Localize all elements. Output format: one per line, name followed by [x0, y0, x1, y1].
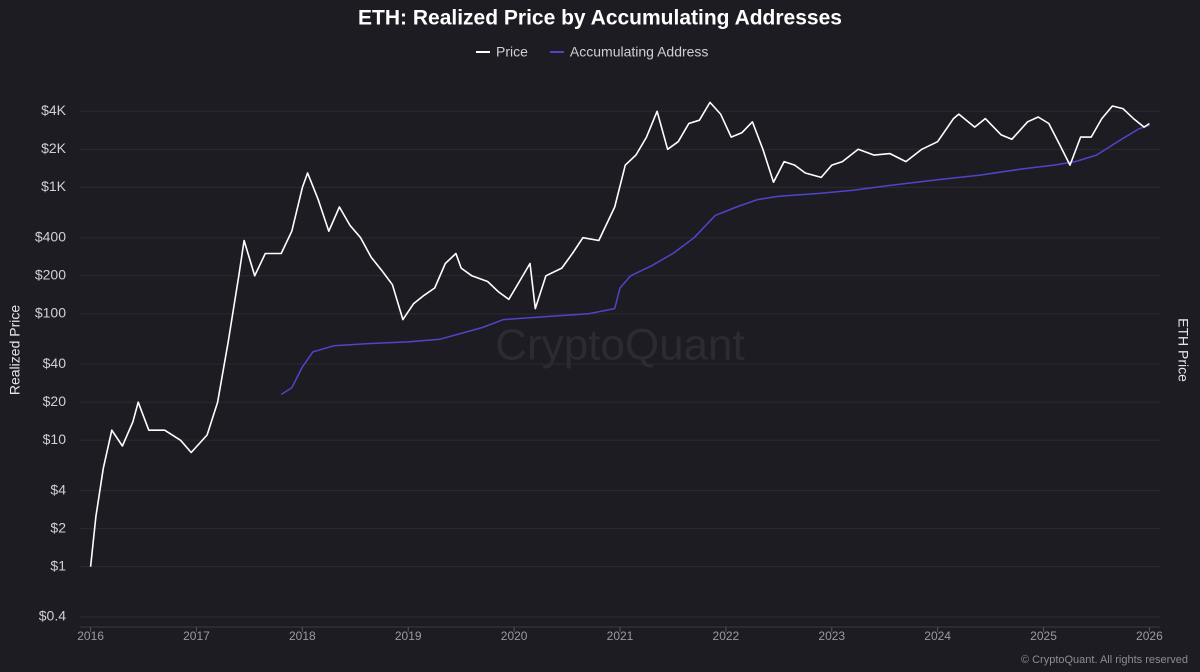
y-tick-label: $20 — [43, 393, 67, 409]
series-line — [89, 101, 1150, 567]
y-tick-label: $200 — [35, 266, 66, 282]
x-tick-label: 2023 — [818, 629, 845, 643]
legend-label: Accumulating Address — [570, 44, 709, 60]
x-tick-label: 2017 — [183, 629, 210, 643]
chart-title: ETH: Realized Price by Accumulating Addr… — [358, 7, 842, 30]
x-tick-label: 2020 — [501, 629, 528, 643]
y-tick-label: $4 — [50, 481, 66, 497]
y-tick-label: $400 — [35, 228, 66, 244]
watermark: CryptoQuant — [495, 321, 744, 370]
y-tick-label: $1 — [50, 557, 66, 573]
y2-axis-label: ETH Price — [1175, 318, 1191, 382]
y-tick-label: $2K — [41, 140, 67, 156]
y-tick-label: $10 — [43, 431, 67, 447]
y-tick-label: $100 — [35, 305, 66, 321]
x-tick-label: 2021 — [607, 629, 634, 643]
legend-label: Price — [496, 44, 528, 60]
x-tick-label: 2016 — [77, 629, 104, 643]
series-line — [280, 124, 1150, 396]
x-tick-label: 2024 — [924, 629, 951, 643]
x-tick-label: 2019 — [395, 629, 422, 643]
y-tick-label: $2 — [50, 519, 66, 535]
x-tick-label: 2025 — [1030, 629, 1057, 643]
x-tick-label: 2022 — [713, 629, 740, 643]
x-tick-label: 2026 — [1136, 629, 1163, 643]
y-axis-label: Realized Price — [7, 305, 23, 395]
y-tick-label: $1K — [41, 178, 67, 194]
y-tick-label: $40 — [43, 355, 67, 371]
y-tick-label: $0.4 — [39, 608, 66, 624]
y-tick-label: $4K — [41, 102, 67, 118]
footer: © CryptoQuant. All rights reserved — [1021, 654, 1188, 666]
x-tick-label: 2018 — [289, 629, 316, 643]
